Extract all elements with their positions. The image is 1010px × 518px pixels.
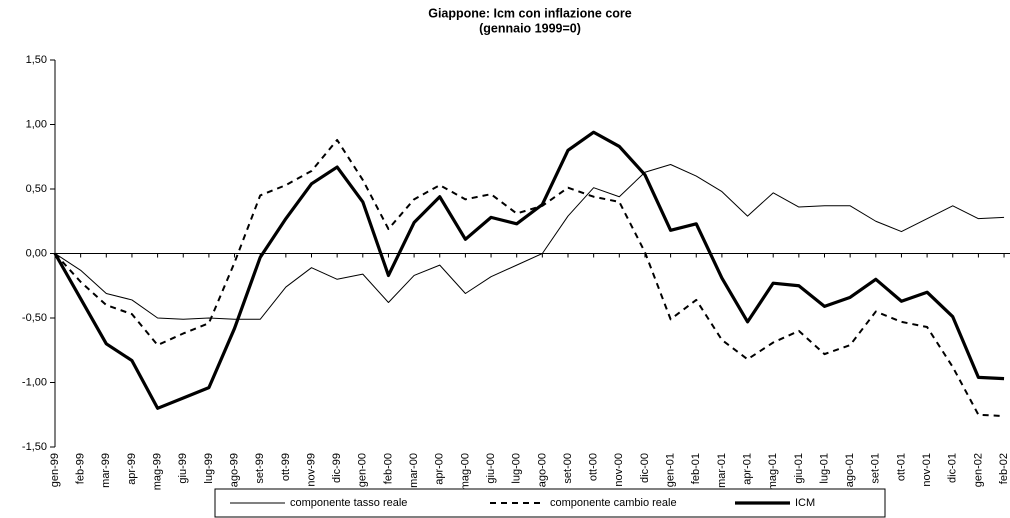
x-tick-label: set-01 (870, 453, 882, 484)
x-tick-label: feb-02 (998, 453, 1010, 484)
legend-label: ICM (795, 497, 815, 509)
y-tick-label: 0,00 (26, 247, 47, 259)
x-tick-label: lug-00 (511, 453, 523, 484)
legend-label: componente tasso reale (290, 497, 407, 509)
x-tick-label: nov-99 (305, 453, 317, 487)
x-tick-label: apr-01 (741, 453, 753, 485)
x-tick-label: apr-00 (434, 453, 446, 485)
x-tick-label: feb-00 (382, 453, 394, 484)
x-tick-label: gen-02 (972, 453, 984, 487)
x-tick-label: set-99 (254, 453, 266, 484)
x-tick-label: lug-99 (203, 453, 215, 484)
x-tick-label: feb-01 (690, 453, 702, 484)
x-tick-label: giu-01 (793, 453, 805, 484)
x-tick-label: nov-00 (613, 453, 625, 487)
series-line (54, 138, 1005, 418)
x-tick-label: ott-99 (280, 453, 292, 481)
x-tick-label: ago-99 (228, 453, 240, 487)
x-tick-label: apr-99 (126, 453, 138, 485)
x-tick-label: lug-01 (818, 453, 830, 484)
x-tick-label: ott-00 (588, 453, 600, 481)
y-tick-label: -0,50 (22, 312, 47, 324)
x-tick-label: mar-99 (100, 453, 112, 488)
x-tick-label: gen-99 (49, 453, 61, 487)
chart-title: Giappone: Icm con inflazione core (428, 6, 632, 20)
x-tick-label: dic-01 (947, 453, 959, 483)
x-tick-label: giu-00 (485, 453, 497, 484)
y-tick-label: 1,00 (26, 118, 47, 130)
series-line (53, 130, 1005, 410)
x-tick-label: dic-99 (331, 453, 343, 483)
y-tick-label: -1,50 (22, 441, 47, 453)
x-tick-label: giu-99 (177, 453, 189, 484)
x-tick-label: mag-00 (459, 453, 471, 490)
y-tick-label: 1,50 (26, 54, 47, 66)
x-tick-label: mag-01 (767, 453, 779, 490)
x-tick-label: gen-00 (357, 453, 369, 487)
x-tick-label: mar-00 (408, 453, 420, 488)
chart-subtitle: (gennaio 1999=0) (479, 21, 581, 35)
x-tick-label: mag-99 (152, 453, 164, 490)
legend-label: componente cambio reale (550, 497, 677, 509)
x-tick-label: mar-01 (716, 453, 728, 488)
y-tick-label: -1,00 (22, 376, 47, 388)
x-tick-label: set-00 (562, 453, 574, 484)
x-tick-label: feb-99 (75, 453, 87, 484)
x-tick-label: dic-00 (639, 453, 651, 483)
x-tick-label: ott-01 (895, 453, 907, 481)
x-tick-label: ago-01 (844, 453, 856, 487)
x-tick-label: ago-00 (536, 453, 548, 487)
x-tick-label: gen-01 (665, 453, 677, 487)
y-tick-label: 0,50 (26, 183, 47, 195)
x-tick-label: nov-01 (921, 453, 933, 487)
series-line (54, 163, 1005, 320)
